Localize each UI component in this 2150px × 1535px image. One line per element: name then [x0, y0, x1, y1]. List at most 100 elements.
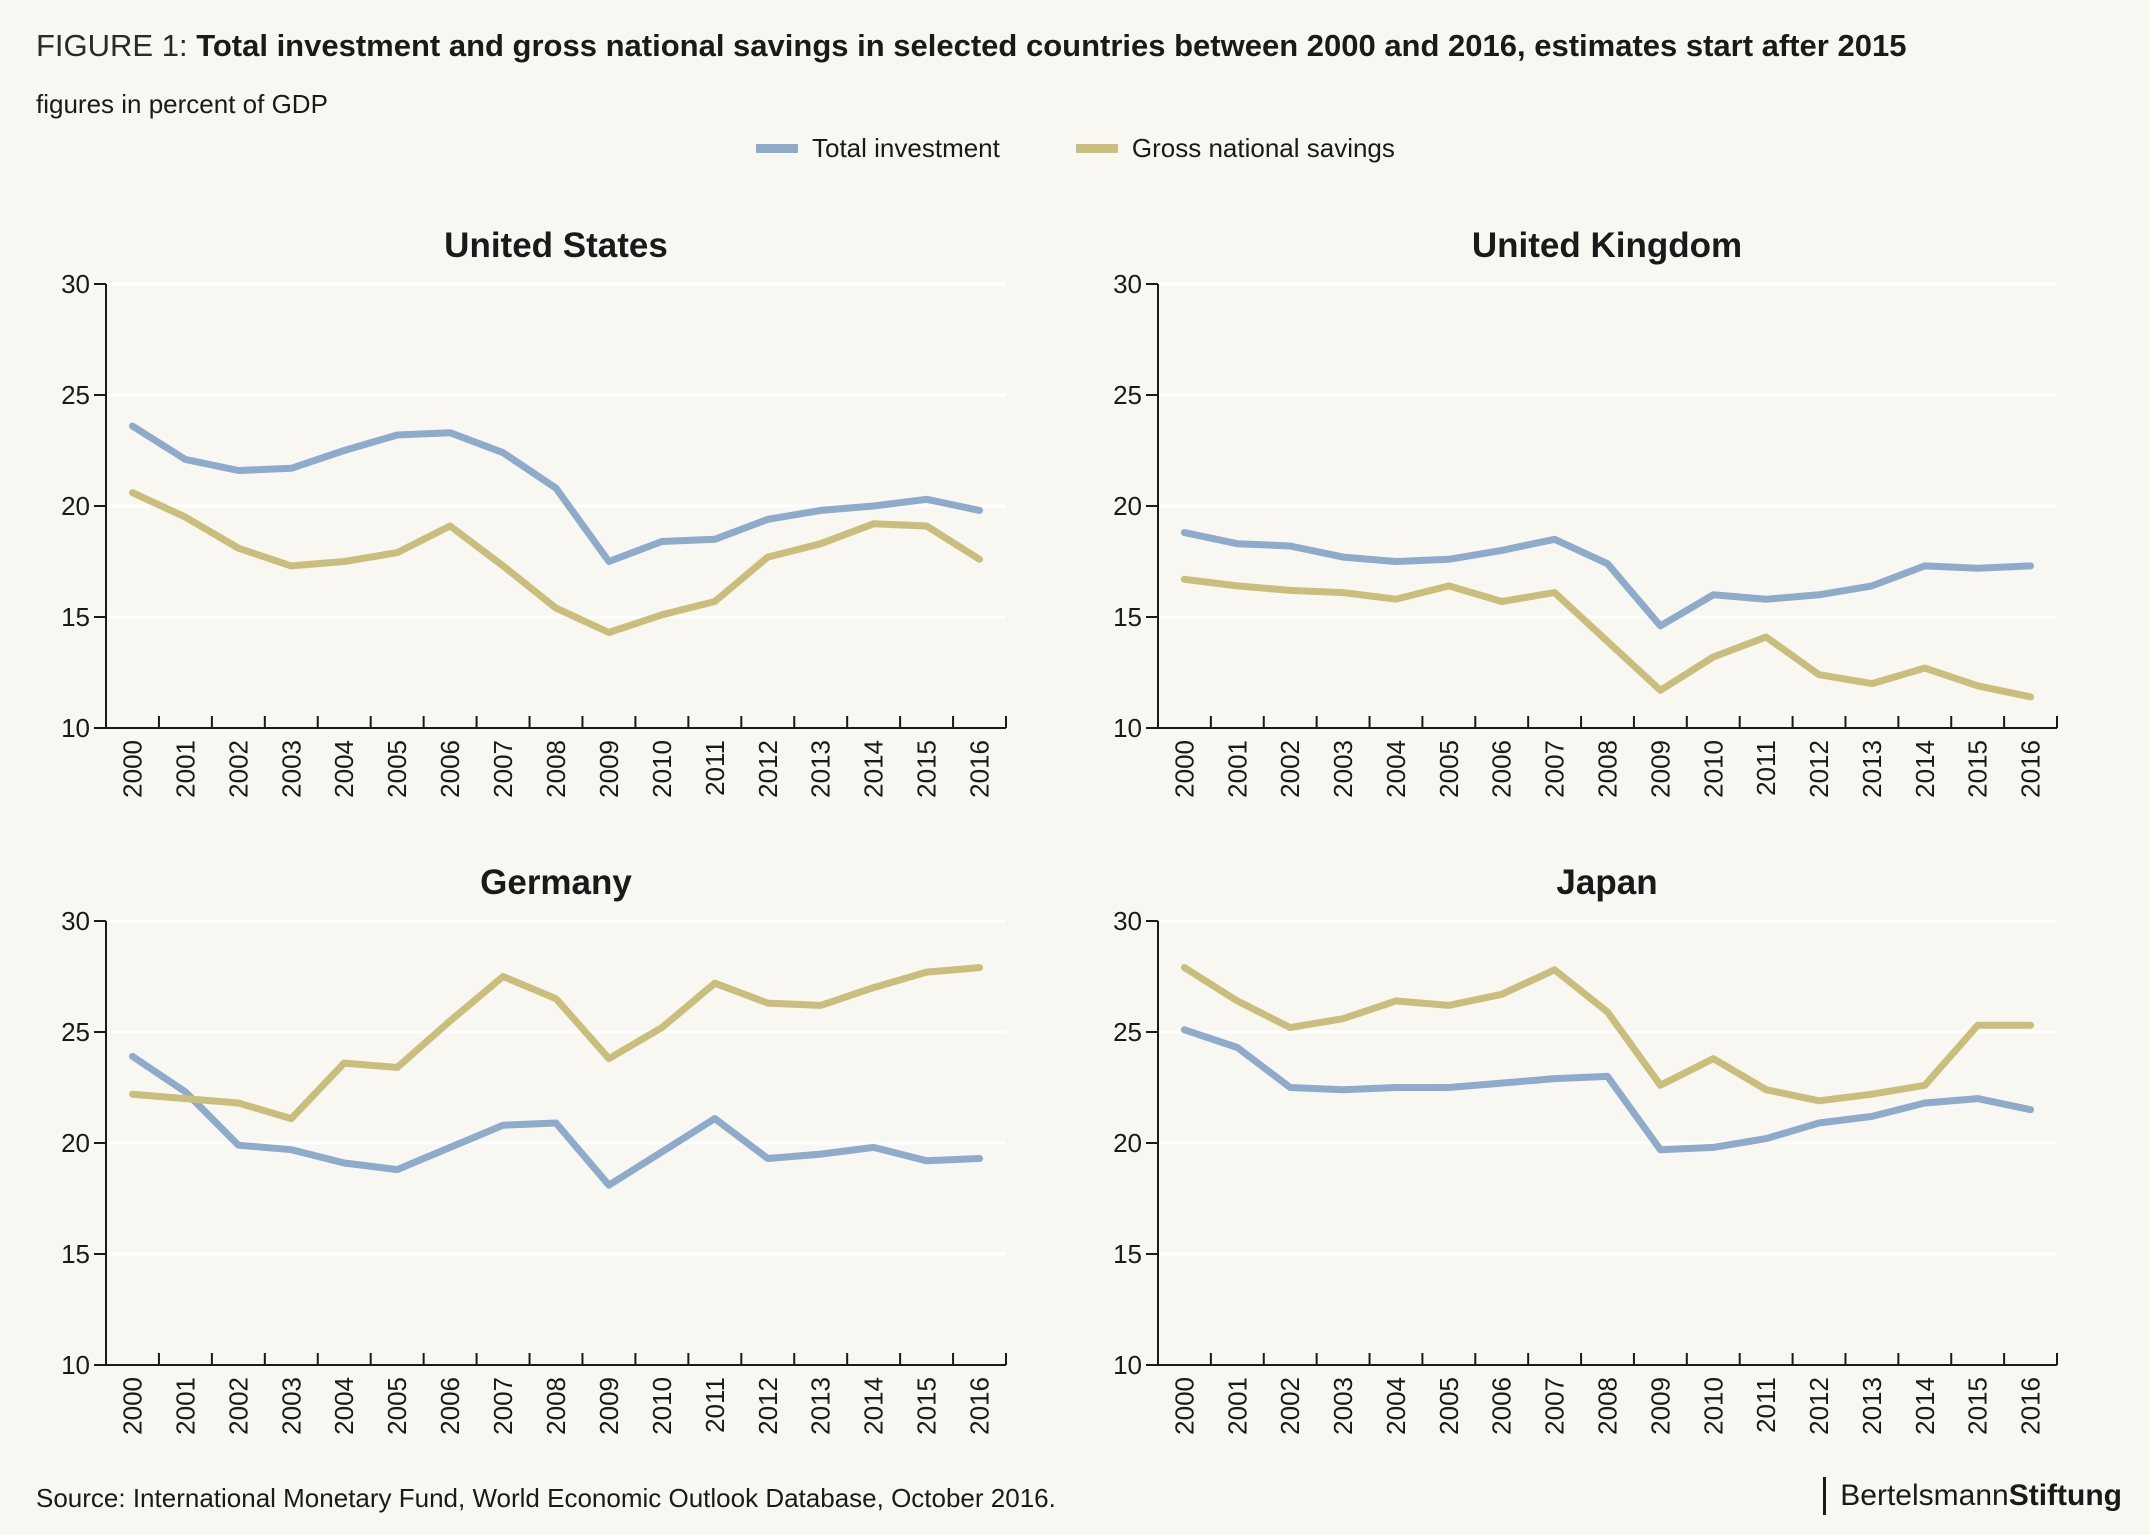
x-tick-label: 2007	[488, 740, 518, 798]
x-tick-label: 2016	[965, 1377, 995, 1435]
legend-item-gross-national-savings: Gross national savings	[1075, 132, 1395, 164]
x-tick-label: 2012	[753, 1377, 783, 1435]
y-tick-label: 25	[61, 1017, 90, 1047]
series-line-total-investment	[1180, 1026, 2035, 1154]
brand-logo: Bertelsmann Stiftung	[1823, 1472, 2122, 1520]
y-tick-label: 15	[61, 1239, 90, 1269]
x-tick-label: 2007	[1540, 1377, 1570, 1435]
x-tick-label: 2008	[1593, 1377, 1623, 1435]
y-tick-label: 10	[61, 1350, 90, 1380]
chart-united-states: United States 10 15 20 25 30 2000 2001 2002 2003 2…	[61, 226, 1007, 798]
x-tick-label: 2007	[1540, 740, 1570, 798]
x-tick-label: 2013	[806, 1377, 836, 1435]
x-tick-label: 2000	[117, 740, 147, 798]
series-line-gross-national-savings	[1180, 575, 2035, 701]
chart-title: United States	[444, 226, 668, 265]
y-tick-label: 10	[61, 713, 90, 743]
x-tick-label: 2003	[1328, 740, 1358, 798]
x-tick-label: 2013	[806, 740, 836, 798]
x-tick-label: 2010	[1698, 740, 1728, 798]
x-tick-label: 2001	[170, 1377, 200, 1435]
y-tick-label: 20	[1113, 1128, 1142, 1158]
x-tick-label: 2001	[1222, 1377, 1252, 1435]
x-tick-label: 2016	[965, 740, 995, 798]
series-line-gross-national-savings	[129, 964, 983, 1123]
x-tick-label: 2003	[276, 1377, 306, 1435]
legend-swatch-total-investment	[756, 143, 798, 153]
x-tick-label: 2004	[1381, 1377, 1411, 1435]
x-tick-label: 2005	[1434, 740, 1464, 798]
x-tick-label: 2009	[1645, 1377, 1675, 1435]
x-tick-label: 2012	[753, 740, 783, 798]
x-tick-label: 2009	[594, 740, 624, 798]
x-tick-label: 2011	[1751, 740, 1781, 796]
x-tick-label: 2008	[541, 740, 571, 798]
x-tick-label: 2006	[1487, 1377, 1517, 1435]
y-tick-label: 15	[61, 602, 90, 632]
x-tick-label: 2009	[594, 1377, 624, 1435]
x-tick-label: 2005	[1434, 1377, 1464, 1435]
x-tick-label: 2010	[1698, 1377, 1728, 1435]
y-tick-label: 15	[1113, 602, 1142, 632]
figure-title: Total investment and gross national savi…	[196, 28, 1907, 63]
x-tick-label: 2001	[1222, 740, 1252, 798]
x-tick-label: 2009	[1645, 740, 1675, 798]
legend: Total investment Gross national savings	[756, 128, 1471, 168]
x-tick-label: 2013	[1857, 1377, 1887, 1435]
y-tick-label: 20	[1113, 491, 1142, 521]
chart-germany: Germany 10 15 20 25 30 2000 2001 2002 2003 2004 200…	[61, 863, 1007, 1435]
x-tick-label: 2008	[541, 1377, 571, 1435]
source-note: Source: International Monetary Fund, Wor…	[36, 1483, 1056, 1513]
x-tick-label: 2015	[912, 1377, 942, 1435]
brand-name-part2: Stiftung	[2008, 1479, 2122, 1512]
x-tick-label: 2012	[1804, 1377, 1834, 1435]
x-tick-label: 2008	[1593, 740, 1623, 798]
y-tick-label: 20	[61, 1128, 90, 1158]
chart-japan: Japan 10 15 20 25 30 2000 2001 2002 2003 2004 2005 2…	[1113, 863, 2058, 1435]
x-tick-label: 2003	[1328, 1377, 1358, 1435]
x-tick-label: 2014	[1910, 1377, 1940, 1435]
chart-title: Germany	[480, 863, 632, 902]
series-line-total-investment	[129, 422, 983, 565]
x-tick-label: 2014	[859, 740, 889, 798]
chart-title: United Kingdom	[1472, 226, 1742, 265]
y-tick-label: 10	[1113, 1350, 1142, 1380]
x-tick-label: 2013	[1857, 740, 1887, 798]
x-tick-label: 2011	[1751, 1377, 1781, 1433]
x-tick-label: 2016	[2016, 740, 2046, 798]
x-tick-label: 2015	[1963, 1377, 1993, 1435]
legend-swatch-gross-national-savings	[1075, 143, 1118, 153]
x-tick-label: 2006	[435, 740, 465, 798]
x-tick-label: 2010	[647, 1377, 677, 1435]
y-tick-label: 30	[61, 269, 90, 299]
legend-label-gross-national-savings: Gross national savings	[1131, 132, 1395, 163]
x-tick-label: 2011	[700, 740, 730, 796]
y-tick-label: 10	[1113, 713, 1142, 743]
x-tick-label: 2006	[1487, 740, 1517, 798]
x-tick-label: 2000	[117, 1377, 147, 1435]
x-tick-label: 2000	[1169, 740, 1199, 798]
figure-header: FIGURE 1: Total investment and gross nat…	[36, 22, 1906, 70]
y-tick-label: 30	[1113, 269, 1142, 299]
x-tick-label: 2004	[329, 1377, 359, 1435]
x-tick-label: 2007	[488, 1377, 518, 1435]
x-tick-label: 2011	[700, 1377, 730, 1433]
brand-name-part1: Bertelsmann	[1840, 1479, 2009, 1512]
x-tick-label: 2006	[435, 1377, 465, 1435]
y-tick-label: 30	[1113, 906, 1142, 936]
x-tick-label: 2010	[647, 740, 677, 798]
x-tick-label: 2002	[223, 740, 253, 798]
y-tick-label: 30	[61, 906, 90, 936]
x-tick-label: 2004	[1381, 740, 1411, 798]
x-tick-label: 2005	[382, 740, 412, 798]
x-tick-label: 2002	[223, 1377, 253, 1435]
x-tick-label: 2000	[1169, 1377, 1199, 1435]
x-tick-label: 2015	[1963, 740, 1993, 798]
figure-subtitle: figures in percent of GDP	[36, 89, 328, 119]
series-line-total-investment	[1180, 529, 2035, 630]
x-tick-label: 2012	[1804, 740, 1834, 798]
x-tick-label: 2016	[2016, 1377, 2046, 1435]
figure-label: FIGURE 1:	[36, 28, 197, 63]
x-tick-label: 2001	[170, 740, 200, 798]
